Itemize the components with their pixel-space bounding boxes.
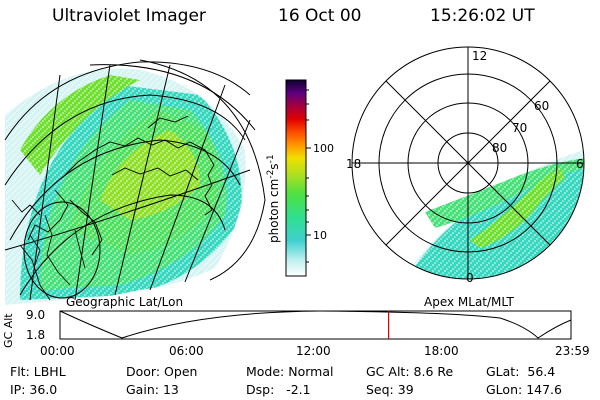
gc-alt-status: GC Alt: 8.6 Re [366,364,454,379]
timeline-y-axis-label: GC Alt [2,313,15,348]
colorbar-tick-100: 100 [313,142,334,155]
door-status: Door: Open [126,364,198,379]
mlt-label-18: 18 [346,157,361,171]
polar-panel-label: Apex MLat/MLT [424,295,514,309]
glat-status: GLat: 56.4 [486,364,556,379]
dsp-status: Dsp: -2.1 [246,382,311,397]
flt-status: Flt: LBHL [10,364,66,379]
mlt-label-6: 6 [576,157,584,171]
instrument-title: Ultraviolet Imager [52,6,206,26]
lat-label-70: 70 [512,121,527,135]
colorbar-unit: photon cm-2s-1 [266,154,281,243]
mlt-label-0: 0 [466,271,474,285]
timeline-tick-2359: 23:59 [555,344,590,358]
gain-status: Gain: 13 [126,382,179,397]
colorbar-tick-10: 10 [313,229,327,242]
observation-time: 15:26:02 UT [430,6,535,26]
mode-status: Mode: Normal [246,364,334,379]
geographic-image [4,59,266,305]
seq-status: Seq: 39 [366,382,414,397]
altitude-timeline [59,310,572,340]
color-bar: 100 10 photon cm-2s-1 [266,79,334,277]
lat-label-80: 80 [492,141,507,155]
timeline-tick-1800: 18:00 [424,344,459,358]
timeline-tick-0600: 06:00 [169,344,204,358]
lat-label-60: 60 [534,99,549,113]
terminator-circle [23,201,101,299]
timeline-y-max: 9.0 [26,308,46,322]
geographic-panel-label: Geographic Lat/Lon [66,295,184,309]
glon-status: GLon: 147.6 [486,382,562,397]
mlt-label-12: 12 [472,49,487,63]
timeline-y-min: 1.8 [26,328,46,342]
timeline-tick-1200: 12:00 [296,344,331,358]
ip-status: IP: 36.0 [10,382,58,397]
timeline-tick-0000: 00:00 [40,344,75,358]
observation-date: 16 Oct 00 [278,6,362,26]
polar-image: 12 18 6 0 60 70 80 [346,46,585,285]
